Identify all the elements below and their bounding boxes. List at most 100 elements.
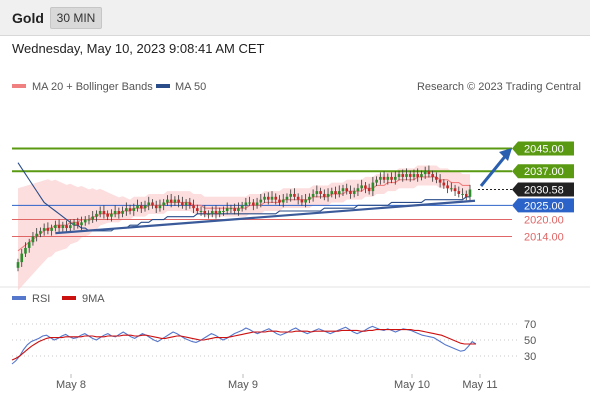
rsi-ma-legend-swatch [62, 296, 76, 300]
level-tag-2030.58 [512, 182, 574, 197]
candle-body [438, 179, 442, 183]
candle-body [319, 191, 322, 194]
rsi-tick-30: 30 [524, 351, 536, 363]
candle-body [341, 188, 345, 192]
candle-body [431, 174, 434, 177]
candle-body [330, 191, 334, 194]
candle-body [177, 199, 180, 203]
candle-body [308, 196, 311, 200]
candle-body [102, 211, 106, 214]
candle-body [397, 174, 401, 177]
candle-body [31, 236, 35, 243]
candle-body [461, 193, 464, 195]
candle-body [95, 213, 98, 217]
x-tick-label-3: May 11 [462, 379, 497, 391]
candle-body [76, 222, 80, 226]
level-label-2020.00: 2020.00 [524, 215, 564, 227]
main-panel-bg [0, 64, 590, 286]
candle-body [106, 213, 109, 217]
candle-body [255, 202, 259, 206]
candle-body [91, 216, 95, 220]
candle-body [390, 176, 393, 180]
timeframe-button[interactable]: 30 MIN [50, 7, 102, 29]
candle-body [46, 228, 50, 231]
level-label-2037.00: 2037.00 [524, 166, 564, 178]
candle-body [375, 179, 378, 183]
candle-body [311, 193, 315, 197]
candle-body [162, 202, 165, 206]
rsi-ma-legend-label: 9MA [82, 293, 105, 305]
candle-body [293, 193, 296, 197]
candle-body [117, 211, 121, 214]
candle-body [416, 174, 420, 177]
x-tick-label-0: May 8 [56, 379, 86, 391]
ma50-legend-label: MA 50 [175, 81, 206, 93]
candle-body [420, 174, 423, 177]
candle-body [364, 185, 367, 189]
candle-body [408, 174, 412, 177]
candle-body [468, 189, 472, 197]
rsi-line [11, 325, 477, 365]
candle-body [214, 211, 218, 214]
candle-body [61, 225, 65, 229]
candle-body [72, 222, 76, 226]
candle-body [199, 211, 203, 212]
rsi-tick-50: 50 [524, 335, 536, 347]
candle-body [207, 213, 210, 215]
candle-body [371, 182, 375, 192]
candle-body [423, 171, 427, 175]
candle-body [300, 199, 304, 203]
candle-body [196, 208, 199, 211]
candle-body [229, 208, 233, 210]
candle-body [360, 185, 363, 189]
candle-body [173, 199, 177, 203]
candle-body [218, 211, 222, 214]
candle-body [20, 253, 24, 263]
rsi-tick-70: 70 [524, 319, 536, 331]
candle-body [315, 191, 319, 194]
candle-body [382, 176, 386, 180]
candle-body [263, 196, 266, 200]
projection-arrow-head [499, 148, 512, 161]
rsi-legend-swatch [12, 296, 26, 300]
candle-body [248, 202, 251, 204]
level-label-2030.58: 2030.58 [524, 184, 564, 196]
trend-line [55, 199, 476, 235]
candle-body [158, 205, 162, 209]
candle-body [435, 176, 438, 180]
candle-body [24, 247, 27, 254]
candle-body [281, 199, 285, 203]
level-label-2045.00: 2045.00 [524, 144, 564, 156]
candle-body [393, 176, 397, 180]
candle-body [266, 196, 270, 200]
candle-body [83, 219, 87, 223]
chart-datetime: Wednesday, May 10, 2023 9:08:41 AM CET [12, 41, 265, 56]
candle-body [203, 211, 207, 214]
candle-body [259, 199, 263, 203]
source-credit: Research © 2023 Trading Central [417, 81, 581, 93]
top-bar: Gold 30 MIN [0, 0, 590, 36]
candle-body [222, 211, 225, 212]
candle-body [356, 188, 360, 192]
candle-body [457, 191, 461, 194]
candle-body [233, 208, 236, 211]
candle-body [154, 205, 158, 209]
candle-body [210, 211, 214, 214]
candle-body [345, 188, 349, 192]
candle-body [42, 228, 46, 231]
candle-body [453, 188, 457, 192]
candle-body [136, 205, 139, 209]
candle-body [57, 225, 61, 229]
candle-body [27, 242, 31, 248]
candle-body [87, 219, 91, 221]
candle-body [296, 196, 300, 200]
candle-body [128, 208, 132, 211]
candle-body [225, 208, 229, 211]
candle-body [166, 199, 169, 203]
ma20-legend-label: MA 20 + Bollinger Bands [32, 81, 153, 93]
candle-body [240, 205, 244, 209]
candle-body [113, 211, 117, 214]
candle-body [237, 208, 240, 211]
candle-body [181, 202, 184, 206]
